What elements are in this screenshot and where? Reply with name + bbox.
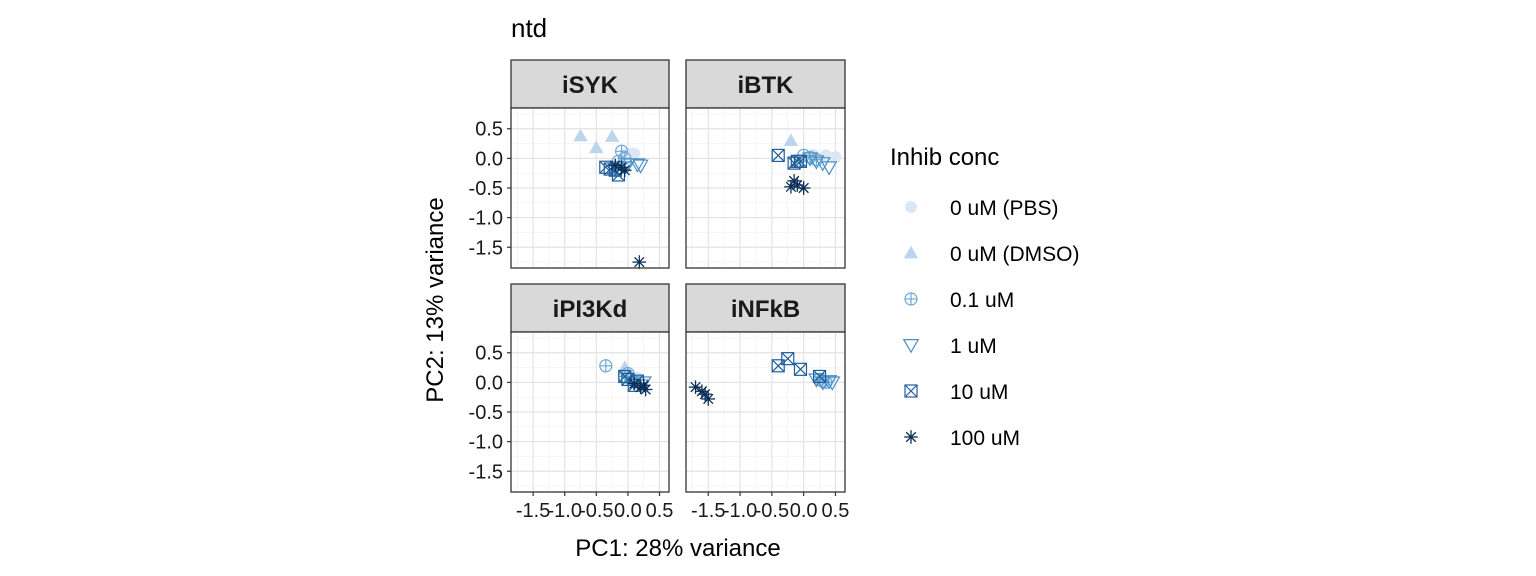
facet-strip-label: iSYK (562, 72, 619, 99)
y-tick-label: 0.0 (475, 148, 503, 170)
legend-label: 1 uM (950, 335, 997, 358)
facet-strip-label: iPI3Kd (553, 296, 628, 323)
facet-ibtk: iBTK (685, 59, 846, 269)
data-point (573, 128, 588, 142)
legend-item: 100 uM (904, 427, 1020, 450)
legend-item: 0 uM (PBS) (905, 197, 1059, 220)
major-grid (511, 332, 669, 492)
y-tick-label: -0.5 (469, 178, 503, 200)
legend-label: 0.1 uM (950, 289, 1014, 312)
data-point (701, 392, 716, 406)
legend-key (904, 430, 918, 444)
facet-strip-label: iBTK (738, 72, 795, 99)
x-tick-label: -1.5 (516, 500, 550, 522)
data-point (812, 369, 827, 384)
data-point (824, 376, 841, 391)
data-point (632, 255, 647, 269)
data-point (614, 144, 629, 158)
x-tick-label: -1.0 (723, 500, 757, 522)
data-point (814, 157, 831, 172)
y-tick-label: -1.5 (469, 237, 503, 259)
legend-key (902, 339, 920, 354)
facet-isyk: iSYK 0.5 0.0 -0.5 -1.0 -1.5 (469, 59, 670, 269)
data-point (808, 155, 825, 170)
data-point (781, 352, 795, 366)
legend-key (903, 245, 919, 259)
chart-title: ntd (511, 13, 547, 43)
data-point (599, 359, 613, 373)
legend: Inhib conc 0 uM (PBS) 0 uM (DMSO) 0.1 uM 1 u… (890, 144, 1080, 450)
x-tick-label: -1.0 (547, 500, 581, 522)
legend-label: 0 uM (PBS) (950, 197, 1059, 220)
data-point (589, 140, 604, 154)
panel-border (685, 107, 846, 269)
y-axis-title: PC2: 13% variance (422, 197, 449, 402)
x-tick-label: 0.5 (646, 500, 674, 522)
legend-label: 0 uM (DMSO) (950, 243, 1080, 266)
data-point (632, 159, 649, 174)
data-point (820, 161, 838, 176)
legend-item: 0 uM (DMSO) (903, 243, 1080, 266)
legend-item: 1 uM (902, 335, 997, 358)
facet-strip (685, 283, 846, 333)
facet-strip (685, 59, 846, 109)
facet-panels: iSYK0.50.0-0.5-1.0-1.5iBTKiPI3Kd0.50.0-0… (469, 59, 850, 522)
data-point (628, 147, 641, 160)
data-point (829, 151, 842, 164)
panel-border (685, 331, 846, 493)
data-point (604, 129, 620, 142)
legend-item: 0.1 uM (904, 289, 1014, 312)
major-grid (511, 108, 669, 268)
facet-strip (510, 59, 670, 109)
legend-key (904, 384, 918, 398)
data-point (629, 158, 646, 173)
x-tick-label: 0.0 (790, 500, 818, 522)
x-tick-label: 0.5 (822, 500, 850, 522)
facet-infkb: iNFkB -1.5-1.0-0.5 0.0 0.5 (685, 283, 850, 522)
major-grid (686, 108, 845, 268)
minor-grid (511, 108, 669, 268)
x-tick-label: -0.5 (755, 500, 789, 522)
legend-key (904, 292, 918, 306)
data-point (796, 181, 811, 195)
y-tick-label: -1.5 (469, 461, 503, 483)
legend-key (905, 201, 917, 213)
data-point (614, 160, 629, 175)
data-point (771, 148, 785, 163)
x-tick-label: -1.5 (691, 500, 725, 522)
data-point (793, 362, 808, 376)
y-tick-label: 0.5 (475, 119, 503, 141)
y-tick-label: 0.5 (475, 343, 503, 365)
x-tick-label: -0.5 (579, 500, 613, 522)
y-tick-label: 0.0 (475, 372, 503, 394)
data-point (783, 133, 799, 146)
y-tick-label: -1.0 (469, 208, 503, 230)
legend-title: Inhib conc (890, 144, 999, 171)
data-point (638, 382, 653, 397)
facet-strip-label: iNFkB (731, 296, 800, 323)
legend-label: 10 uM (950, 381, 1008, 404)
y-tick-label: -1.0 (469, 432, 503, 454)
data-point (784, 180, 798, 194)
x-tick-label: 0.0 (614, 500, 642, 522)
x-axis-title: PC1: 28% variance (575, 535, 780, 562)
legend-label: 100 uM (950, 427, 1020, 450)
data-point (793, 154, 808, 168)
y-tick-label: -0.5 (469, 402, 503, 424)
legend-item: 10 uM (904, 381, 1008, 404)
